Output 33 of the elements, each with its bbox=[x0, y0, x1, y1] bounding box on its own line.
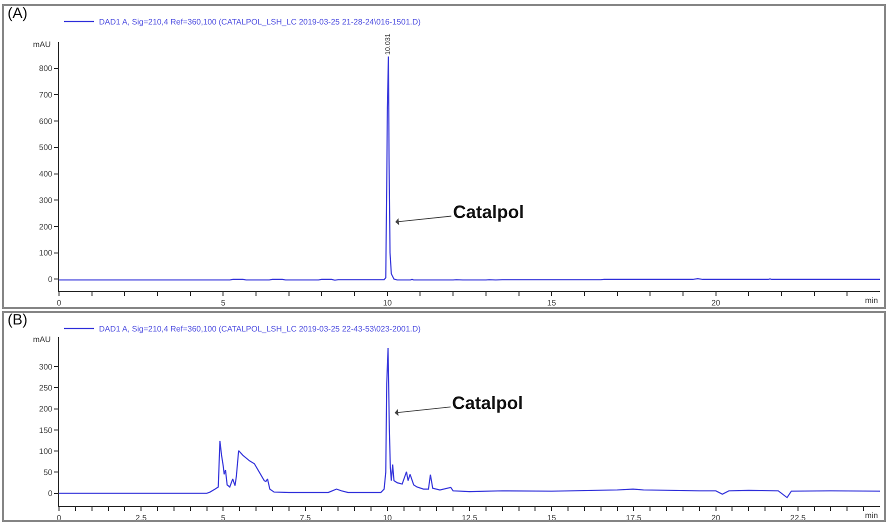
y-tick-label: 500 bbox=[39, 143, 53, 152]
y-tick-label: 300 bbox=[39, 196, 53, 205]
line-series bbox=[59, 56, 880, 281]
y-axis-title: mAU bbox=[33, 335, 51, 344]
y-tick-label: 400 bbox=[39, 170, 53, 179]
y-tick-label: 50 bbox=[43, 468, 53, 477]
line-series bbox=[59, 347, 880, 498]
annotation: Catalpol bbox=[452, 393, 524, 413]
x-tick-label: 0 bbox=[56, 298, 62, 308]
annotation: Catalpol bbox=[453, 202, 524, 222]
y-tick-label: 100 bbox=[39, 446, 53, 456]
y-tick-label: 600 bbox=[39, 116, 53, 126]
x-tick-label: 5 bbox=[220, 298, 226, 308]
x-tick-label: 15 bbox=[547, 298, 557, 308]
y-tick-label: 700 bbox=[39, 90, 53, 100]
y-tick-label: 200 bbox=[39, 404, 53, 414]
x-tick-label: 10 bbox=[382, 298, 392, 308]
x-tick-label: 20 bbox=[711, 298, 721, 308]
y-tick-label: 250 bbox=[39, 384, 53, 392]
y-axis-title: mAU bbox=[33, 40, 51, 49]
legend-label: DAD1 A, Sig=210,4 Ref=360,100 (CATALPOL_LSH_LC 2019-03-25 22-43-53\023-2001.D) bbox=[99, 324, 422, 334]
y-tick-label: 100 bbox=[39, 248, 53, 258]
chart-title: (A) bbox=[8, 5, 28, 22]
y-tick-label: 150 bbox=[39, 426, 53, 435]
x-axis-title: min bbox=[865, 511, 878, 520]
y-tick-label: 800 bbox=[39, 64, 53, 74]
y-tick-label: 200 bbox=[39, 222, 53, 232]
legend-label: DAD1 A, Sig=210,4 Ref=360,100 (CATALPOL_LSH_LC 2019-03-25 21-28-24\016-1501.D) bbox=[99, 18, 422, 27]
y-tick-label: 0 bbox=[48, 274, 53, 284]
y-tick-label: 300 bbox=[39, 362, 53, 372]
y-tick-label: 0 bbox=[48, 489, 53, 498]
chart-title: (B) bbox=[8, 312, 28, 329]
x-axis-title: min bbox=[865, 296, 878, 305]
